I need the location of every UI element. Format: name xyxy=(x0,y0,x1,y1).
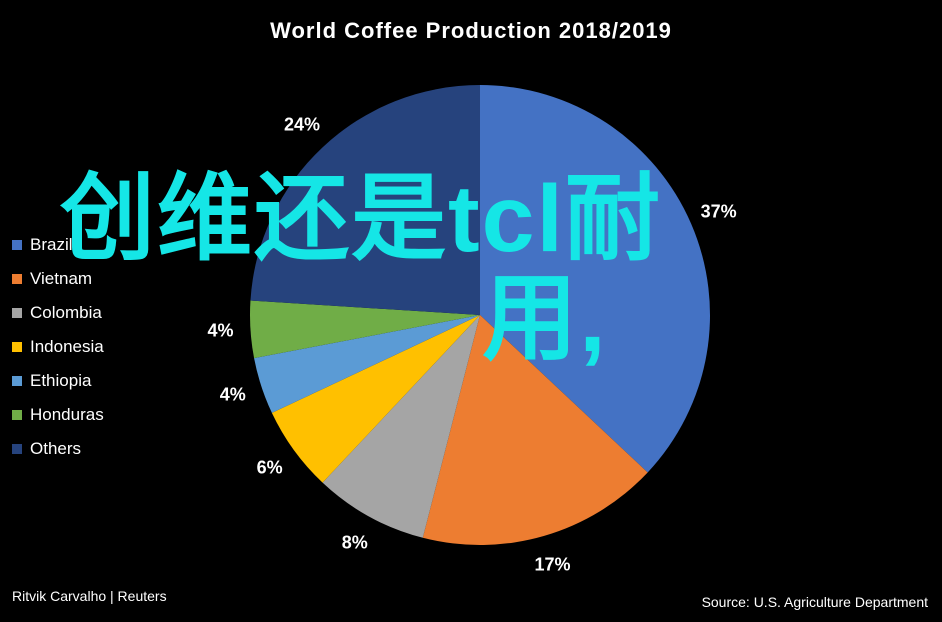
legend-swatch xyxy=(12,444,22,454)
legend-swatch xyxy=(12,274,22,284)
pie-chart: 37%17%8%6%4%4%24% xyxy=(230,65,730,565)
legend-swatch xyxy=(12,376,22,386)
legend-label: Vietnam xyxy=(30,269,92,289)
source-text: Source: U.S. Agriculture Department xyxy=(702,594,928,610)
legend-item: Ethiopia xyxy=(12,371,104,391)
legend-label: Colombia xyxy=(30,303,102,323)
legend-label: Ethiopia xyxy=(30,371,91,391)
credit-text: Ritvik Carvalho | Reuters xyxy=(12,588,167,604)
legend-item: Indonesia xyxy=(12,337,104,357)
legend-swatch xyxy=(12,308,22,318)
legend-swatch xyxy=(12,342,22,352)
legend-swatch xyxy=(12,410,22,420)
legend-swatch xyxy=(12,240,22,250)
chart-title: World Coffee Production 2018/2019 xyxy=(0,18,942,44)
legend-item: Others xyxy=(12,439,104,459)
pie-slice-label: 6% xyxy=(257,457,283,478)
pie-slice-label: 17% xyxy=(535,554,571,575)
legend-item: Brazil xyxy=(12,235,104,255)
legend-item: Colombia xyxy=(12,303,104,323)
legend-item: Vietnam xyxy=(12,269,104,289)
legend-label: Brazil xyxy=(30,235,73,255)
legend: Brazil Vietnam Colombia Indonesia Ethiopia Ho… xyxy=(12,235,104,459)
legend-label: Honduras xyxy=(30,405,104,425)
legend-item: Honduras xyxy=(12,405,104,425)
legend-label: Others xyxy=(30,439,81,459)
pie-slice-label: 4% xyxy=(220,385,246,406)
pie-slice-label: 8% xyxy=(342,532,368,553)
pie-slice-label: 4% xyxy=(208,321,234,342)
pie-slice-label: 24% xyxy=(284,115,320,136)
legend-label: Indonesia xyxy=(30,337,104,357)
pie-slice-label: 37% xyxy=(701,201,737,222)
